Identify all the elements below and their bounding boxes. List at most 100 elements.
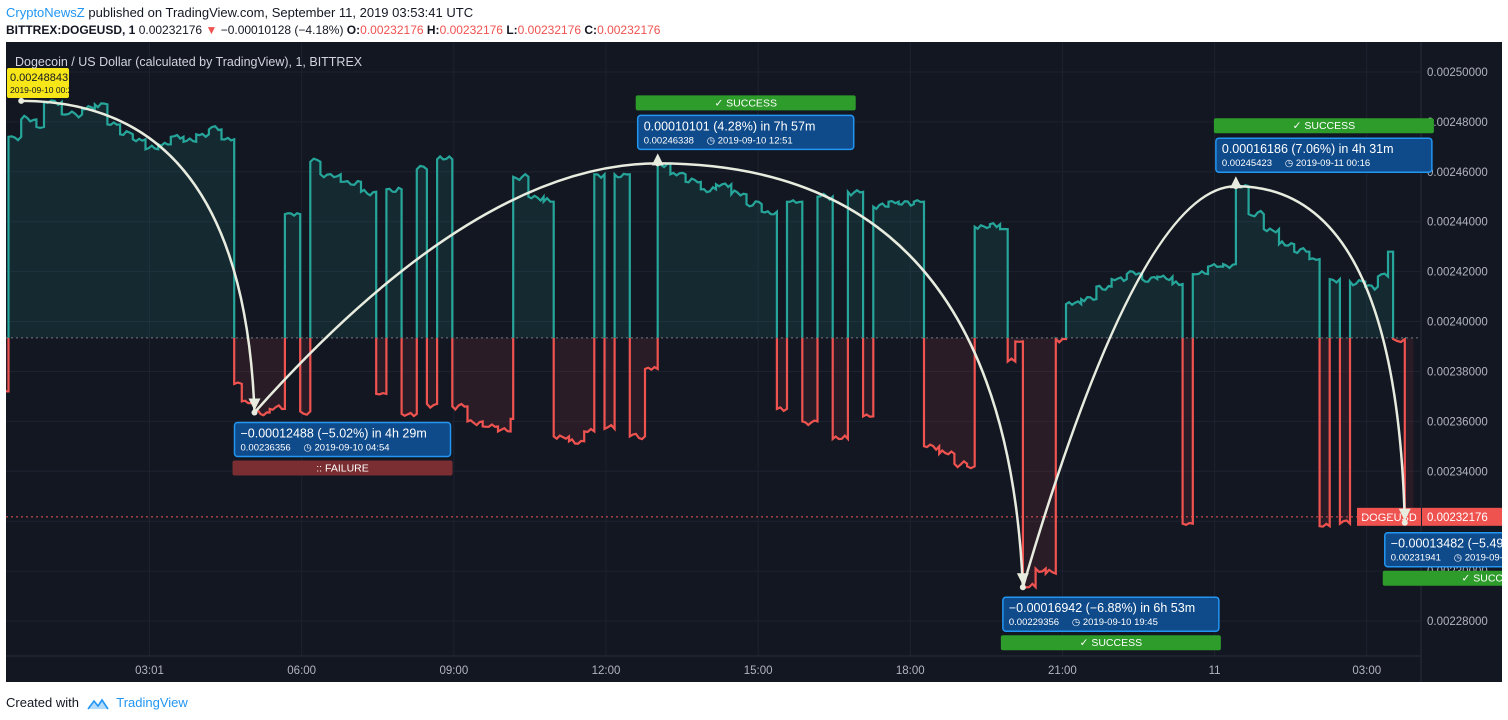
axis-panel [1421,42,1502,682]
y-tick-label: 0.00238000 [1427,366,1488,378]
down-arrow-icon: ▼ [205,23,218,37]
y-tick-label: 0.00234000 [1427,466,1488,478]
measure-change: 0.00010101 (4.28%) in 7h 57m [644,119,816,133]
measure-callout-box [233,421,452,458]
y-tick-label: 0.00228000 [1427,616,1488,628]
x-tick-label: 11 [1209,665,1221,677]
measure-callout-box [1384,531,1502,568]
measure-change: −0.00013482 (−5.49%) in 3h 19m [1391,537,1502,551]
y-tick-label: 0.00244000 [1427,217,1488,229]
success-label: ✓ SUCCESS [1080,637,1142,649]
status-badge [635,95,856,111]
status-badge [232,460,453,476]
high-label: H: [426,23,440,37]
low-value: 0.00232176 [517,23,582,37]
measure-callout-box [1002,596,1220,632]
chart-title: Dogecoin / US Dollar (calculated by Trad… [15,55,363,69]
measure-callout-box [636,114,855,151]
x-tick-label: 09:00 [439,665,468,677]
trend-path [21,99,1407,588]
last-price-tag: DOGEUSD [1361,512,1417,524]
measure-price: 0.00236356 [241,442,291,453]
open-value: 0.00232176 [360,23,424,37]
area-fills [6,100,1414,588]
x-tick-label: 06:00 [287,665,316,677]
status-badge [1382,570,1502,586]
open-label: O: [346,23,361,37]
note-anchor [18,97,25,104]
measure-change: 0.00016186 (7.06%) in 4h 31m [1222,142,1394,156]
arrow-head-icon [1398,508,1411,521]
symbol-line: BITTREX:DOGEUSD, 1 0.00232176 ▼ −0.00010… [6,23,660,37]
close-label: C: [584,23,598,37]
published-text: published on TradingView.com, September … [88,5,474,20]
success-label: ✓ SUCCESS [1293,120,1355,132]
y-tick-label: 0.00242000 [1427,267,1488,279]
measure-price: 0.00246338 [644,135,694,146]
failure-label: :: FAILURE [316,462,369,474]
x-tick-label: 03:00 [1352,665,1381,677]
arrow-head-icon [651,153,664,166]
success-label: ✓ SUCCESS [1462,573,1502,585]
last-price-label: 0.00232176 [1427,512,1488,524]
time-axis[interactable]: 03:01 06:00 09:00 12:00 15:00 18:00 21:00 11 03:… [135,665,1381,677]
measure-time: 2019-09-11 00:16 [1296,158,1370,169]
x-tick-label: 03:01 [135,665,164,677]
measure-price: 0.00245423 [1222,158,1272,169]
y-tick-label: 0.00250000 [1427,67,1488,79]
price-note-box [7,68,69,98]
clock-icon: ◷ [304,442,313,453]
x-tick-label: 18:00 [896,665,925,677]
clock-icon: ◷ [1454,553,1463,564]
x-tick-label: 21:00 [1048,665,1077,677]
created-with-text: Created with [6,695,79,710]
measure-anchor [1019,584,1026,591]
measure-price: 0.00231941 [1391,553,1441,564]
price-note-date: 2019-09-10 00:25 [10,85,77,95]
publish-line: CryptoNewsZ published on TradingView.com… [6,5,473,20]
tradingview-logo-icon [86,698,109,710]
y-tick-label: 0.00246000 [1427,167,1488,179]
close-value: 0.00232176 [597,23,661,37]
measure-change: −0.00016942 (−6.88%) in 6h 53m [1009,601,1195,615]
y-tick-label: 0.00236000 [1427,416,1488,428]
success-label: ✓ SUCCESS [714,97,776,109]
measure-callout-box [1215,137,1433,173]
clock-icon: ◷ [1285,158,1294,169]
high-value: 0.00232176 [439,23,503,37]
status-badge [1213,118,1434,134]
series-lines [6,99,1415,590]
x-tick-label: 12:00 [592,665,621,677]
x-tick-label: 15:00 [744,665,773,677]
measure-time: 2019-09-11 03:35 [1465,553,1502,564]
price-note-value: 0.00248843 [10,72,68,84]
clock-icon: ◷ [1072,617,1081,628]
footer: Created with TradingView [6,695,188,710]
area-above [8,100,1394,338]
measure-change: −0.00012488 (−5.02%) in 4h 29m [241,426,427,440]
y-tick-label: 0.00240000 [1427,317,1488,329]
series-line-below [6,337,1415,590]
tradingview-link[interactable]: TradingView [116,695,188,710]
publisher-link[interactable]: CryptoNewsZ [6,5,85,20]
status-badge [1000,635,1221,651]
price-chart[interactable]: 0.002280000.002300000.002320000.00234000… [6,42,1502,682]
arrow-head-icon [248,398,261,411]
arrow-head-icon [1016,573,1029,586]
measure-anchor [251,409,258,416]
series-line-above [7,99,1406,338]
measure-time: 2019-09-10 04:54 [315,442,390,453]
measure-anchor [1401,519,1408,526]
price-change: −0.00010128 (−4.18%) [220,23,344,37]
last-price-label-bg [1422,507,1502,526]
y-tick-label: 0.00248000 [1427,117,1488,129]
symbol-name: BITTREX:DOGEUSD, 1 [6,23,136,37]
measure-price: 0.00229356 [1009,617,1059,628]
measure-time: 2019-09-10 19:45 [1083,617,1158,628]
clock-icon: ◷ [707,135,716,146]
low-label: L: [506,23,518,37]
last-price: 0.00232176 [138,23,203,37]
arrow-head-icon [1229,176,1242,189]
measure-time: 2019-09-10 12:51 [718,135,793,146]
